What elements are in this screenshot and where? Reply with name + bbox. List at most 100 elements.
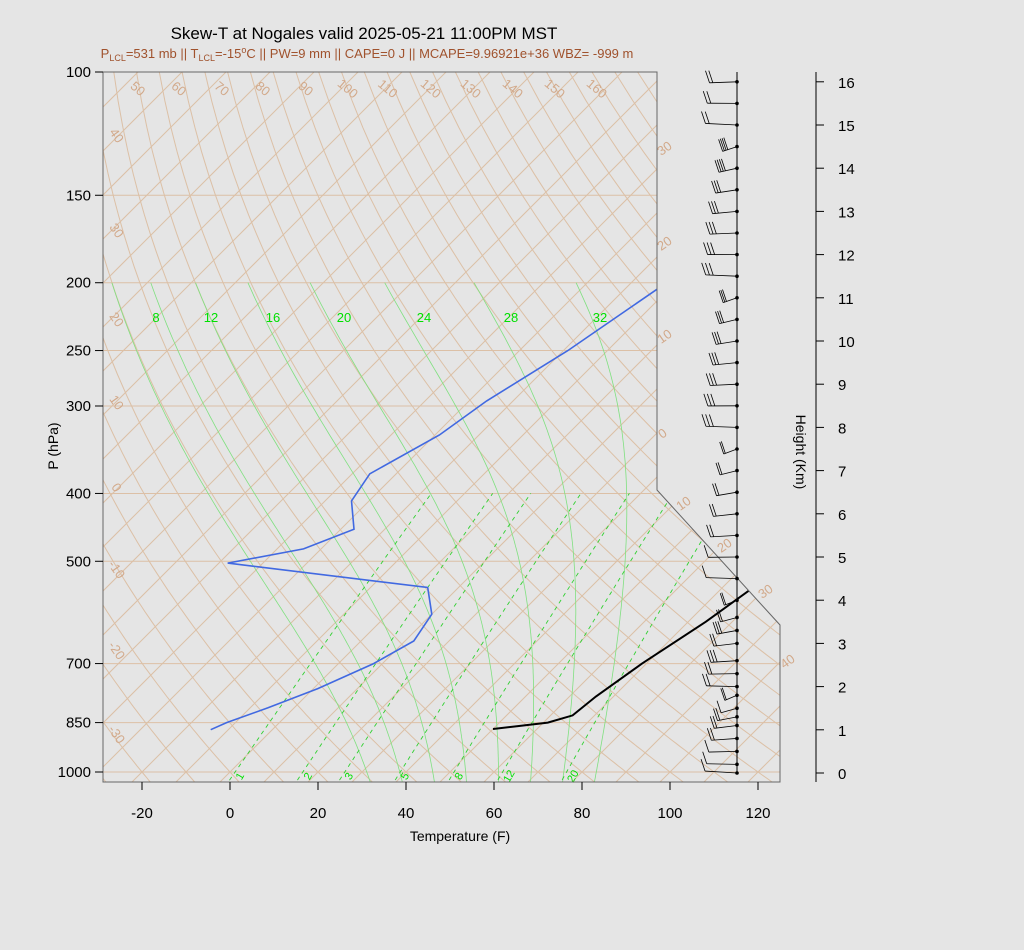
- y-tick-label: 300: [66, 398, 91, 415]
- chart-title: Skew-T at Nogales valid 2025-05-21 11:00…: [171, 24, 558, 43]
- wind-barb-flag: [711, 180, 716, 194]
- y-axis-label: P (hPa): [45, 422, 61, 469]
- wind-barb-flag: [702, 91, 708, 104]
- mixing-ratio-label: 20: [565, 768, 582, 785]
- isotherm-line: [610, 72, 780, 782]
- y-axis: 100 150 200 250 300 400 500 700 850 1000: [58, 64, 103, 781]
- wind-barb-flag: [715, 708, 721, 721]
- wind-barb-flag: [719, 441, 725, 455]
- height-tick-label: 6: [838, 507, 846, 524]
- wind-barb-flag: [704, 739, 710, 753]
- x-tick-label: 120: [745, 805, 770, 822]
- isotherm-line: [103, 72, 447, 782]
- wind-barb-staff: [709, 232, 738, 235]
- isotherm-line: [654, 72, 780, 782]
- height-tick-label: 0: [838, 766, 846, 783]
- wind-barb-staff: [712, 211, 738, 215]
- isotherm-line: [103, 72, 667, 782]
- height-tick-label: 9: [838, 377, 846, 394]
- wind-barb-flag: [701, 111, 706, 124]
- x-tick-label: 40: [398, 805, 415, 822]
- isotherm-label: 40: [777, 651, 797, 672]
- mixing-ratio-line: [292, 493, 494, 782]
- wind-barb-flag: [712, 715, 718, 729]
- dry-adiabat-line: [272, 72, 780, 782]
- wind-barb-staff: [710, 535, 738, 538]
- wind-barb-flag: [712, 633, 717, 646]
- moist-adiabat-line: [195, 282, 436, 782]
- isotherm-line: [103, 72, 623, 782]
- dry-adiabat-line: [181, 72, 691, 782]
- isotherm-label: 40: [106, 125, 127, 145]
- moist-adiabat-line: [384, 282, 534, 782]
- height-tick-label: 14: [838, 161, 855, 178]
- wind-barb-flag: [708, 352, 714, 366]
- plot-area: [103, 72, 780, 782]
- dry-adiabat-line: [136, 72, 601, 782]
- wind-barb-flag: [709, 504, 714, 517]
- wind-barb-staff: [724, 694, 738, 701]
- dry-adiabat-line: [432, 72, 780, 782]
- wind-barb-flag: [707, 661, 713, 675]
- wind-barb-flag: [704, 661, 709, 675]
- wind-barb-flag: [719, 593, 725, 606]
- height-tick-label: 7: [838, 464, 846, 481]
- height-axis-label: Height (Km): [793, 415, 809, 490]
- wind-barb-flag: [715, 311, 720, 324]
- wind-barb-flag: [716, 700, 722, 713]
- wind-barb-staff: [719, 470, 738, 476]
- height-tick-label: 15: [838, 118, 855, 135]
- wind-barb-staff: [710, 383, 738, 386]
- wind-barb-flag: [713, 708, 718, 721]
- isotherm-line: [103, 72, 535, 782]
- moist-adiabat-line: [247, 282, 468, 782]
- wind-barb-flag: [712, 621, 718, 635]
- wind-barb-flag: [723, 137, 729, 150]
- wind-barb-staff: [713, 513, 738, 517]
- wind-barb-flag: [717, 310, 722, 324]
- mixing-ratio-label: 8: [453, 771, 466, 782]
- wind-barb-staff: [710, 660, 738, 663]
- wind-barb-flag: [721, 592, 727, 605]
- mixing-ratio-label: 28: [504, 310, 518, 325]
- wind-barb-flag: [712, 649, 718, 663]
- x-tick-label: 20: [310, 805, 327, 822]
- mixing-ratio-label: 8: [152, 310, 159, 325]
- isopleth-labels: 50 60 70 80 90 100 110 120 130 140 150 160403020100…: [105, 76, 797, 785]
- height-tick-label: 4: [838, 593, 846, 610]
- y-tick-label: 500: [66, 553, 91, 570]
- mixing-ratio-line: [493, 493, 674, 782]
- wind-barb-staff: [720, 617, 738, 623]
- mixing-ratio-label: 24: [417, 310, 431, 325]
- dry-adiabat-line: [103, 72, 289, 782]
- wind-barb-flag: [706, 91, 712, 104]
- wind-barb-flag: [716, 180, 722, 193]
- wind-barb-flag: [720, 688, 726, 701]
- isotherm-line: [103, 72, 755, 782]
- wind-barb-flag: [718, 290, 724, 303]
- isotherm-label: 10: [673, 493, 693, 514]
- wind-barb-flag: [715, 621, 720, 634]
- wind-barb-staff: [717, 716, 738, 721]
- x-tick-label: 100: [657, 805, 682, 822]
- dry-adiabat-line: [103, 72, 244, 782]
- dry-adiabat-line: [103, 72, 378, 782]
- wind-barb-flag: [714, 483, 720, 496]
- wind-barb-staff: [718, 167, 738, 173]
- x-tick-label: 80: [574, 805, 591, 822]
- wind-barb-staff: [706, 577, 738, 579]
- wind-barb-flag: [703, 242, 708, 255]
- wind-barb-staff: [723, 448, 738, 455]
- dry-adiabat-line: [204, 72, 735, 782]
- temperature-profile-line: [492, 72, 780, 730]
- y-tick-label: 250: [66, 343, 91, 360]
- wind-level-dot: [735, 425, 739, 430]
- wind-barb-flag: [704, 111, 710, 124]
- isotherm-line: [522, 72, 780, 782]
- wind-barb-flag: [722, 289, 727, 302]
- wind-barb-flag: [716, 609, 721, 623]
- mixing-ratio-label: 12: [204, 310, 218, 325]
- isotherm-line: [103, 72, 227, 782]
- isotherm-line: [103, 72, 359, 782]
